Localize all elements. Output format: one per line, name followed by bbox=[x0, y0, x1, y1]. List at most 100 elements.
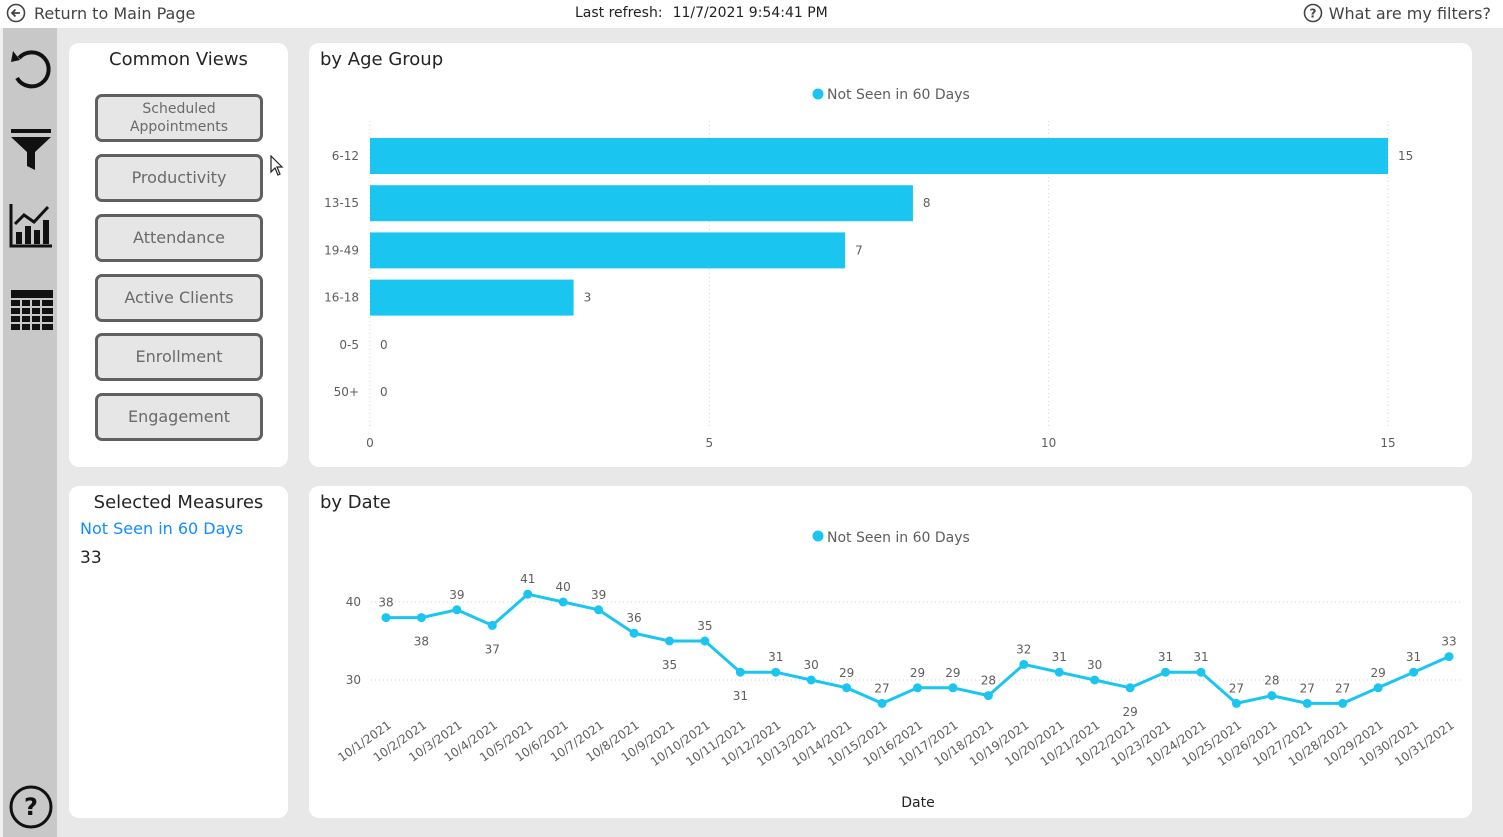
data-label: 3 bbox=[584, 291, 592, 305]
data-label: 38 bbox=[414, 635, 429, 649]
common-views-panel: Common Views Scheduled Appointments Prod… bbox=[69, 43, 288, 467]
filters-link[interactable]: ? What are my filters? bbox=[1303, 3, 1491, 23]
bar bbox=[370, 279, 574, 316]
age-chart-title: by Age Group bbox=[320, 49, 444, 70]
table-icon bbox=[11, 290, 53, 330]
selected-measures-title: Selected Measures bbox=[93, 492, 264, 513]
y-tick-label: 0-5 bbox=[339, 338, 359, 352]
data-point bbox=[1444, 652, 1454, 662]
back-arrow-icon bbox=[6, 3, 26, 23]
data-point bbox=[1125, 683, 1135, 693]
data-label: 28 bbox=[981, 674, 996, 688]
y-tick-label: 40 bbox=[346, 595, 361, 609]
data-point bbox=[664, 636, 674, 646]
data-label: 31 bbox=[1052, 650, 1067, 664]
data-label: 39 bbox=[449, 588, 464, 602]
data-label: 30 bbox=[804, 658, 819, 672]
return-to-main-link[interactable]: Return to Main Page bbox=[6, 3, 195, 23]
data-point bbox=[842, 683, 852, 693]
data-label: 28 bbox=[1264, 674, 1279, 688]
data-point bbox=[913, 683, 922, 693]
engagement-button[interactable]: Engagement bbox=[95, 393, 263, 441]
table-view-button[interactable] bbox=[8, 286, 54, 332]
y-tick-label: 16-18 bbox=[324, 291, 359, 305]
data-point bbox=[1054, 667, 1064, 677]
help-icon: ? bbox=[9, 785, 53, 829]
data-label: 0 bbox=[380, 385, 388, 399]
data-point bbox=[1231, 698, 1241, 708]
y-tick-label: 50+ bbox=[334, 385, 359, 399]
data-point bbox=[487, 620, 497, 630]
data-label: 29 bbox=[1370, 666, 1385, 680]
data-point bbox=[700, 636, 710, 646]
data-point bbox=[806, 675, 816, 685]
mouse-cursor-icon bbox=[270, 155, 284, 176]
data-point bbox=[1196, 667, 1206, 677]
data-point bbox=[558, 597, 568, 607]
measure-value: 33 bbox=[80, 548, 102, 568]
x-tick-label: 5 bbox=[706, 436, 714, 450]
selected-measures-panel: Selected Measures Not Seen in 60 Days 33 bbox=[69, 486, 288, 818]
filters-label: What are my filters? bbox=[1328, 3, 1491, 23]
svg-text:?: ? bbox=[24, 793, 38, 821]
data-label: 38 bbox=[378, 596, 393, 610]
data-label: 35 bbox=[697, 619, 712, 633]
data-label: 31 bbox=[1406, 650, 1421, 664]
svg-text:?: ? bbox=[1309, 7, 1316, 21]
enrollment-button[interactable]: Enrollment bbox=[95, 333, 263, 381]
data-point bbox=[948, 683, 958, 693]
data-label: 32 bbox=[1016, 642, 1031, 656]
data-point bbox=[1373, 683, 1383, 693]
left-nav-rail: ? bbox=[0, 28, 57, 837]
legend-marker bbox=[812, 88, 824, 100]
x-tick-label: 0 bbox=[366, 436, 374, 450]
productivity-button[interactable]: Productivity bbox=[95, 154, 263, 202]
data-label: 31 bbox=[768, 650, 783, 664]
chart-view-button[interactable] bbox=[8, 202, 54, 248]
y-tick-label: 19-49 bbox=[324, 243, 359, 257]
refresh-value: 11/7/2021 9:54:41 PM bbox=[672, 5, 828, 21]
data-point bbox=[983, 691, 993, 701]
data-point bbox=[1338, 698, 1348, 708]
data-label: 29 bbox=[910, 666, 925, 680]
refresh-label: Last refresh: bbox=[575, 5, 663, 21]
chart-icon bbox=[9, 204, 52, 248]
return-label: Return to Main Page bbox=[34, 3, 196, 23]
y-tick-label: 13-15 bbox=[324, 196, 359, 210]
last-refresh: Last refresh: 11/7/2021 9:54:41 PM bbox=[575, 5, 828, 21]
bar bbox=[370, 185, 913, 222]
help-button[interactable]: ? bbox=[8, 784, 54, 830]
data-label: 35 bbox=[662, 658, 677, 672]
age-group-chart-panel: by Age Group Not Seen in 60 Days 0 5 10 15 6-… bbox=[309, 43, 1472, 467]
age-group-chart: Not Seen in 60 Days 0 5 10 15 6-12 15 13-15 8 19-… bbox=[324, 87, 1413, 450]
data-point bbox=[452, 605, 462, 615]
data-point bbox=[629, 628, 639, 638]
data-label: 15 bbox=[1398, 149, 1413, 163]
reset-button[interactable] bbox=[8, 46, 54, 92]
data-label: 30 bbox=[1087, 658, 1102, 672]
data-point bbox=[594, 605, 604, 615]
x-tick-label: 15 bbox=[1380, 436, 1395, 450]
attendance-button[interactable]: Attendance bbox=[95, 214, 263, 262]
data-point bbox=[1019, 659, 1029, 669]
data-point bbox=[1302, 698, 1312, 708]
data-label: 39 bbox=[591, 588, 606, 602]
active-clients-button[interactable]: Active Clients bbox=[95, 274, 263, 322]
scheduled-appointments-button[interactable]: Scheduled Appointments bbox=[95, 94, 263, 142]
data-label: 31 bbox=[1193, 650, 1208, 664]
top-bar: Return to Main Page Last refresh: 11/7/20… bbox=[0, 0, 1503, 28]
data-label: 31 bbox=[1158, 650, 1173, 664]
legend-label: Not Seen in 60 Days bbox=[827, 87, 970, 103]
data-point bbox=[1090, 675, 1100, 685]
x-tick-label: 10 bbox=[1041, 436, 1056, 450]
data-label: 33 bbox=[1441, 635, 1456, 649]
data-point bbox=[523, 589, 533, 599]
data-label: 31 bbox=[733, 689, 748, 703]
filter-button[interactable] bbox=[8, 126, 54, 172]
data-label: 29 bbox=[1122, 705, 1137, 719]
data-label: 36 bbox=[626, 611, 641, 625]
data-label: 0 bbox=[380, 338, 388, 352]
data-label: 37 bbox=[485, 642, 500, 656]
data-label: 27 bbox=[874, 681, 889, 695]
